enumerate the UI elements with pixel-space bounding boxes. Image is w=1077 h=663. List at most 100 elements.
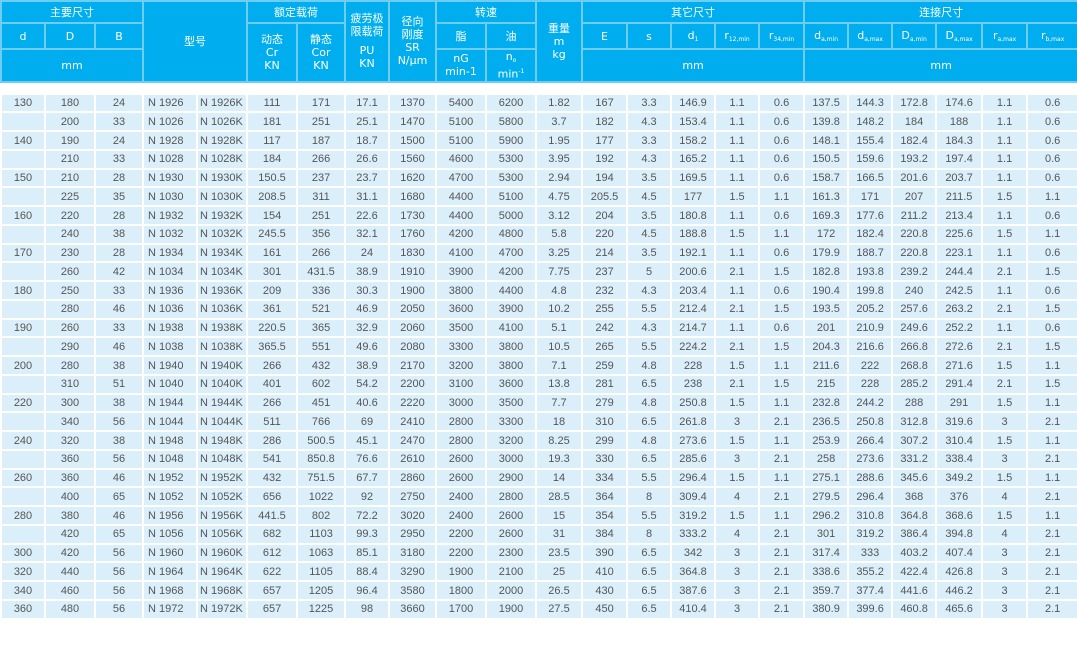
cell-E: 310 [581, 411, 629, 433]
cell-no: 2600 [485, 523, 538, 545]
cell-cor: 500.5 [296, 430, 347, 451]
cell-pu: 40.6 [344, 392, 391, 414]
cell-B: 38 [93, 430, 145, 451]
cell-d1: 273.6 [670, 430, 717, 451]
cell-d1: 200.6 [670, 261, 717, 283]
cell-D: 200 [44, 111, 96, 133]
cell-model: N 1930 [142, 167, 199, 189]
cell-pu: 31.1 [344, 186, 391, 208]
cell-pu: 72.2 [344, 505, 391, 526]
cell-E: 205.5 [581, 186, 629, 208]
cell-Da-max: 211.5 [935, 186, 984, 208]
d1-sub: 1 [694, 35, 699, 43]
cell-d [0, 261, 46, 283]
ng-label: nG [453, 52, 469, 66]
cell-r12min: 4 [714, 523, 761, 545]
table-row: 260 42 N 1034 N 1034K 301 431.5 38.9 1910 3900 42… [0, 261, 1077, 283]
cell-model: N 1044 [142, 411, 199, 433]
cell-D: 420 [44, 542, 96, 564]
cell-Da-min: 403.2 [891, 542, 938, 564]
cell-da-max: 288.6 [847, 467, 894, 489]
cell-da-min: 201 [803, 317, 850, 339]
cell-r12min: 1.1 [714, 92, 761, 114]
cell-d1: 169.5 [670, 167, 717, 189]
cell-Da-max: 197.4 [935, 148, 984, 170]
cell-cor: 251 [296, 205, 347, 226]
cell-Da-min: 240 [891, 280, 938, 301]
cell-Da-min: 211.2 [891, 205, 938, 226]
cell-cor: 751.5 [296, 467, 347, 489]
table-row: 200 33 N 1026 N 1026K 181 251 25.1 1470 5100 5800… [0, 111, 1077, 133]
cell-weight: 28.5 [535, 486, 584, 508]
cell-ng: 3300 [435, 336, 488, 358]
cell-pu: 30.3 [344, 280, 391, 301]
cell-da-min: 258 [803, 448, 850, 470]
fatigue-label-2: 限载荷 [350, 25, 384, 39]
cell-cr: 365.5 [246, 336, 299, 358]
cell-E: 450 [581, 598, 629, 620]
cell-Da-max: 271.6 [935, 355, 984, 376]
cell-model: N 1032 [142, 223, 199, 245]
cell-model-k: N 1052K [196, 486, 249, 508]
cell-cr: 441.5 [246, 505, 299, 526]
cell-no: 3500 [485, 392, 538, 414]
no-sub: o [512, 57, 517, 64]
cell-d: 130 [0, 92, 46, 114]
cell-r34min: 2.1 [758, 561, 806, 583]
cell-s: 6.5 [626, 598, 673, 620]
cell-Da-min: 207 [891, 186, 938, 208]
cell-model-k: N 1928K [196, 130, 249, 151]
cell-ra-max: 1.5 [981, 355, 1029, 376]
cell-ng: 2600 [435, 467, 488, 489]
cell-ra-max: 3 [981, 448, 1029, 470]
cell-Da-min: 220.8 [891, 223, 938, 245]
cell-sr: 2080 [388, 336, 438, 358]
cell-r34min: 0.6 [758, 130, 806, 151]
cell-model: N 1026 [142, 111, 199, 133]
table-row: 190 260 33 N 1938 N 1938K 220.5 365 32.9 2060 350… [0, 317, 1077, 339]
cell-da-max: 210.9 [847, 317, 894, 339]
cell-E: 364 [581, 486, 629, 508]
cell-r34min: 2.1 [758, 542, 806, 564]
cell-ra-max: 2.1 [981, 336, 1029, 358]
cell-ng: 5400 [435, 92, 488, 114]
cell-d: 190 [0, 317, 46, 339]
rb-max-label: r [1040, 28, 1046, 42]
cell-d: 340 [0, 580, 46, 601]
header-r12min: r12,min [714, 22, 761, 50]
cell-B: 33 [93, 148, 145, 170]
cell-sr: 3290 [388, 561, 438, 583]
cell-da-max: 166.5 [847, 167, 894, 189]
cell-da-min: 190.4 [803, 280, 850, 301]
da-min-sub: a,min [821, 35, 839, 43]
cell-r34min: 1.1 [758, 186, 806, 208]
cell-pu: 22.6 [344, 205, 391, 226]
cell-D: 290 [44, 336, 96, 358]
header-main-dims: 主要尺寸 [0, 0, 145, 24]
cell-cor: 451 [296, 392, 347, 414]
header-other-unit: mm [581, 48, 806, 83]
cell-sr: 3020 [388, 505, 438, 526]
cell-weight: 5.8 [535, 223, 584, 245]
cell-s: 5 [626, 261, 673, 283]
cell-cor: 1103 [296, 523, 347, 545]
cell-rb-max: 0.6 [1026, 205, 1077, 226]
cell-r12min: 1.5 [714, 223, 761, 245]
cell-pu: 92 [344, 486, 391, 508]
radial-label-1: 径向 [401, 15, 424, 29]
cell-s: 4.5 [626, 223, 673, 245]
header-E: E [581, 22, 629, 50]
table-row: 280 380 46 N 1956 N 1956K 441.5 802 72.2 3020 240… [0, 505, 1077, 526]
cell-Da-min: 307.2 [891, 430, 938, 451]
cell-B: 33 [93, 111, 145, 133]
header-model: 型号 [142, 0, 249, 83]
cell-Da-max: 184.3 [935, 130, 984, 151]
cell-ng: 5100 [435, 130, 488, 151]
cell-Da-min: 386.4 [891, 523, 938, 545]
cell-ra-max: 3 [981, 580, 1029, 601]
r12-sub: 12,min [728, 35, 750, 43]
sr-unit: N/μm [397, 54, 428, 68]
cell-model-k: N 1028K [196, 148, 249, 170]
cell-pu: 69 [344, 411, 391, 433]
cell-Da-max: 242.5 [935, 280, 984, 301]
